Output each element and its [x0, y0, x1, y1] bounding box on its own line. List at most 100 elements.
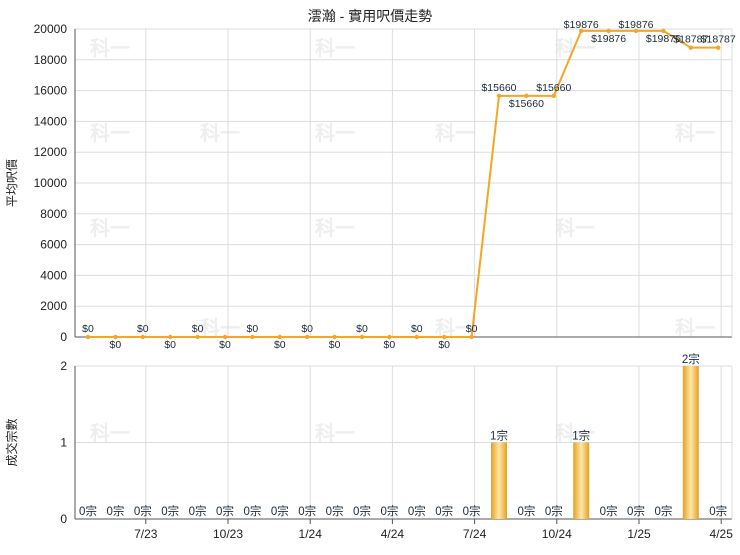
x-tick-label: 10/23 — [213, 527, 243, 541]
price-point[interactable] — [85, 334, 91, 340]
watermark-text: 科一 — [675, 121, 715, 145]
price-point[interactable] — [140, 334, 145, 340]
bottom-ytick-label: 1 — [60, 436, 67, 450]
page-title: 澐瀚 - 實用呎價走勢 — [308, 8, 432, 24]
price-point[interactable] — [387, 334, 392, 340]
price-point[interactable] — [113, 334, 118, 340]
price-point[interactable] — [332, 334, 337, 340]
transaction-data-label: 0宗 — [654, 504, 672, 518]
price-data-label: $18787 — [673, 34, 708, 46]
top-ytick-label: 18000 — [34, 53, 68, 67]
transaction-data-label: 0宗 — [380, 504, 398, 518]
transaction-data-label: 0宗 — [298, 504, 316, 518]
price-line — [88, 29, 719, 338]
price-point[interactable] — [305, 334, 310, 340]
bottom-ytick-label: 0 — [60, 512, 67, 526]
price-data-label: $0 — [466, 323, 478, 335]
transaction-bar[interactable] — [491, 442, 507, 520]
transaction-data-label: 0宗 — [353, 504, 371, 518]
watermark-text: 科一 — [555, 421, 595, 445]
price-data-label: $0 — [411, 323, 423, 335]
top-ytick-label: 2000 — [40, 299, 67, 313]
bottom-ytick-label: 2 — [60, 359, 67, 373]
transaction-data-label: 1宗 — [490, 429, 508, 443]
watermark-text: 科一 — [90, 216, 130, 240]
watermark-text: 科一 — [675, 316, 715, 340]
price-data-label: $15660 — [509, 98, 544, 110]
price-point[interactable] — [414, 334, 419, 340]
transaction-data-label: 0宗 — [79, 504, 97, 518]
x-tick-label: 4/24 — [381, 527, 405, 541]
price-data-label: $19876 — [591, 33, 626, 45]
price-data-label: $0 — [356, 323, 368, 335]
price-point[interactable] — [579, 28, 584, 34]
top-chart-price: 0 2000 4000 6000 8000 10000 12000 14000 16000 180… — [5, 19, 736, 351]
price-data-label: $0 — [110, 339, 122, 351]
price-data-label: $15660 — [536, 82, 571, 94]
transaction-data-label: 0宗 — [408, 504, 426, 518]
top-ytick-label: 20000 — [34, 22, 68, 36]
transaction-bar[interactable] — [573, 442, 590, 520]
top-ytick-label: 10000 — [34, 176, 68, 190]
price-data-label: $0 — [274, 339, 286, 351]
transaction-data-label: 0宗 — [161, 504, 179, 518]
price-point[interactable] — [195, 334, 200, 340]
transaction-data-label: 0宗 — [627, 504, 645, 518]
transaction-data-label: 0宗 — [326, 504, 344, 518]
transaction-data-label: 0宗 — [435, 504, 453, 518]
watermark-text: 科一 — [315, 216, 355, 240]
watermark-text: 科一 — [315, 121, 355, 145]
x-tick-label: 7/23 — [134, 527, 158, 541]
price-point[interactable] — [496, 93, 502, 99]
price-point[interactable] — [551, 93, 556, 99]
watermark-text: 科一 — [90, 36, 130, 60]
price-data-label: $15660 — [481, 82, 516, 94]
transaction-bar[interactable] — [682, 366, 699, 519]
price-data-label: $0 — [137, 323, 149, 335]
top-ytick-label: 14000 — [34, 114, 68, 128]
price-point[interactable] — [277, 334, 282, 340]
price-point[interactable] — [168, 334, 173, 340]
transaction-data-label: 0宗 — [243, 504, 261, 518]
x-tick-label: 1/25 — [627, 527, 651, 541]
price-point[interactable] — [359, 334, 365, 340]
watermark-text: 科一 — [315, 36, 355, 60]
transaction-data-label: 0宗 — [545, 504, 563, 518]
transaction-data-label: 2宗 — [682, 352, 700, 366]
top-ytick-label: 0 — [60, 330, 67, 344]
price-data-label: $0 — [438, 339, 450, 351]
price-point[interactable] — [469, 334, 474, 340]
price-data-label: $0 — [384, 339, 396, 351]
transaction-data-label: 0宗 — [106, 504, 124, 518]
price-point[interactable] — [524, 93, 529, 99]
price-data-label: $0 — [192, 323, 204, 335]
price-point[interactable] — [222, 334, 228, 340]
watermark-text: 科一 — [200, 121, 240, 145]
price-point[interactable] — [606, 28, 611, 34]
price-data-label: $0 — [82, 323, 94, 335]
price-point[interactable] — [716, 45, 721, 50]
top-ytick-label: 6000 — [40, 238, 67, 252]
top-ytick-label: 4000 — [40, 268, 67, 282]
bottom-chart-ylabel: 成交宗數 — [4, 418, 19, 466]
x-tick-label: 7/24 — [463, 527, 487, 541]
transaction-data-label: 1宗 — [572, 429, 590, 443]
transaction-data-label: 0宗 — [600, 504, 618, 518]
transaction-data-label: 0宗 — [189, 504, 207, 518]
price-point[interactable] — [688, 45, 693, 50]
watermark-text: 科一 — [555, 216, 595, 240]
price-point[interactable] — [661, 28, 666, 34]
price-data-label: $0 — [301, 323, 313, 335]
transaction-data-label: 0宗 — [517, 504, 535, 518]
top-ytick-label: 16000 — [34, 84, 68, 98]
watermark-text: 科一 — [315, 421, 355, 445]
price-point[interactable] — [250, 334, 255, 340]
watermark-text: 科一 — [90, 421, 130, 445]
top-ytick-label: 8000 — [40, 207, 67, 221]
x-tick-label: 1/24 — [299, 527, 323, 541]
price-point[interactable] — [442, 334, 447, 340]
price-point[interactable] — [633, 28, 639, 34]
price-data-label: $0 — [219, 339, 231, 351]
